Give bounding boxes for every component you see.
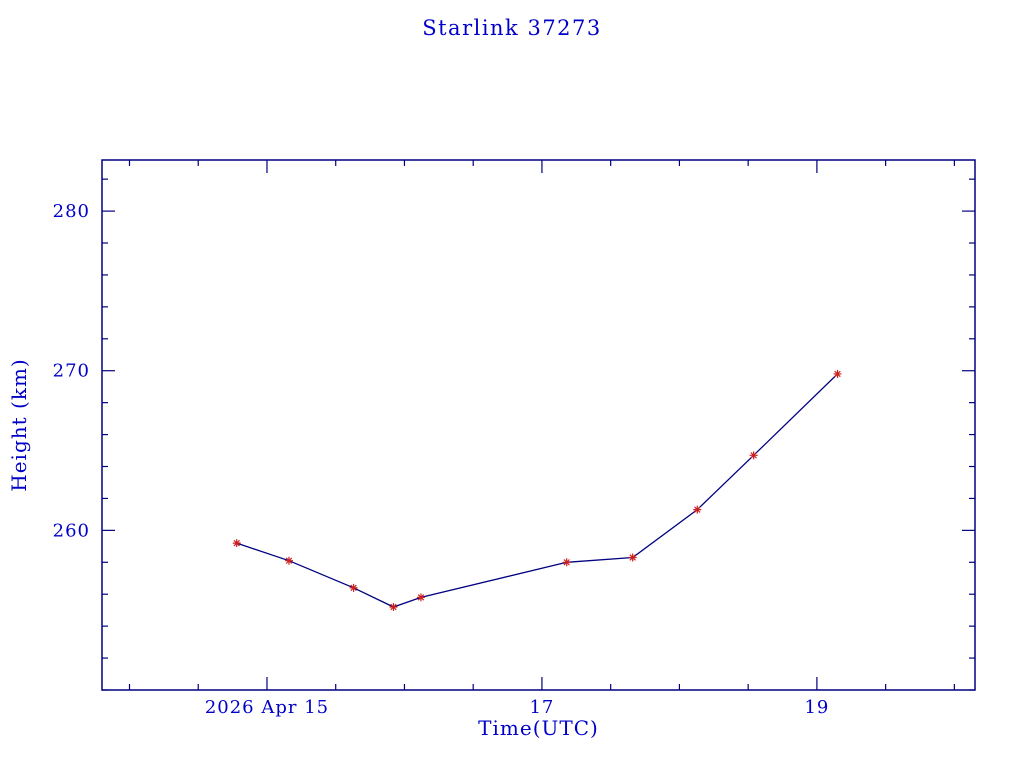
data-point-marker (693, 505, 702, 514)
data-point-marker (628, 553, 637, 562)
data-point-marker (562, 558, 571, 567)
y-axis-label: Height (km) (7, 358, 31, 492)
data-point-marker (389, 602, 398, 611)
data-point-marker (833, 369, 842, 378)
x-tick-label: 2026 Apr 15 (205, 697, 329, 718)
plot-frame (101, 159, 976, 691)
data-point-marker (284, 556, 293, 565)
y-tick-label: 270 (53, 361, 90, 382)
data-line (236, 373, 838, 608)
data-point-marker (349, 583, 358, 592)
data-point-marker (749, 451, 758, 460)
x-tick-label: 19 (804, 697, 829, 718)
y-tick-label: 260 (53, 520, 90, 541)
data-point-marker (416, 593, 425, 602)
x-axis-label: Time(UTC) (478, 716, 599, 740)
chart-title: Starlink 37273 (422, 16, 602, 40)
x-tick-label: 17 (529, 697, 554, 718)
y-tick-label: 280 (53, 201, 90, 222)
data-point-marker (232, 539, 241, 548)
